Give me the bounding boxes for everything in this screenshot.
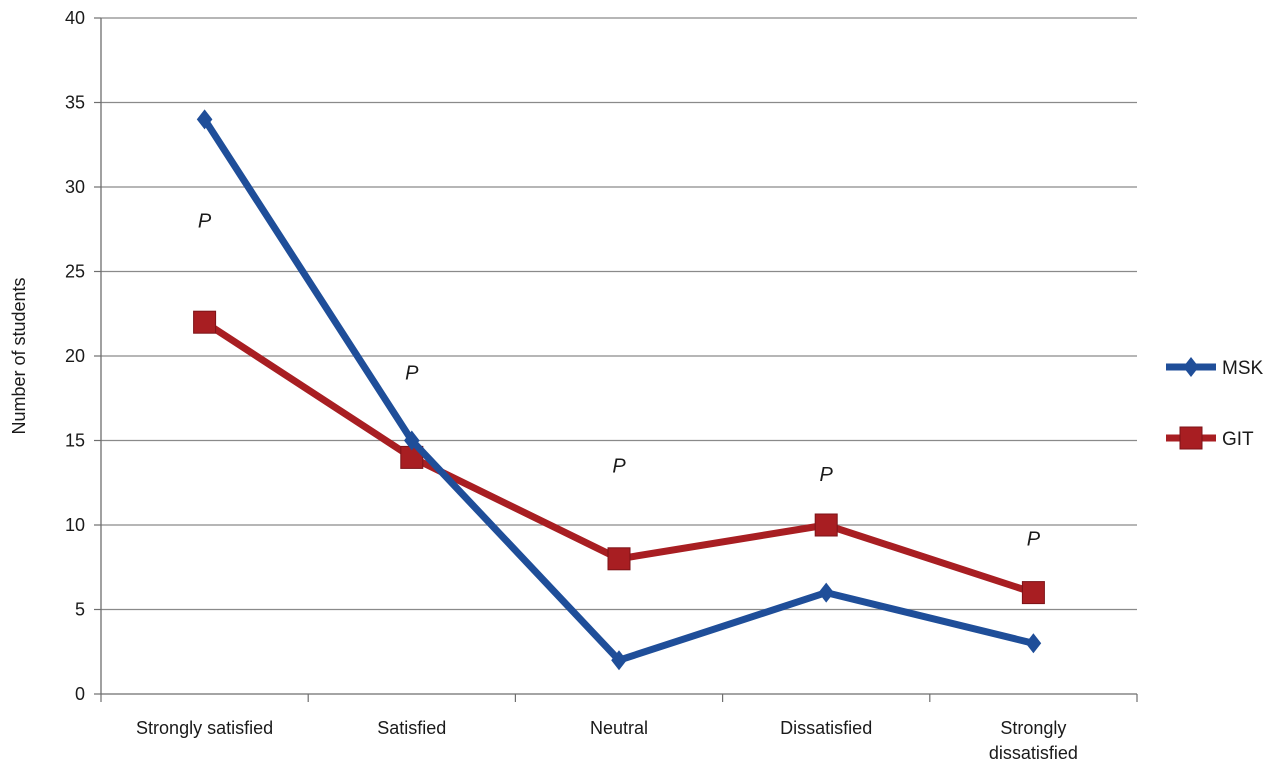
y-tick-label: 5 xyxy=(75,600,85,620)
x-tick-labels: Strongly satisfied Satisfied Neutral Dissat… xyxy=(136,718,1078,761)
gridlines xyxy=(101,17,1137,611)
data-point-msk xyxy=(1025,633,1042,654)
p-annotation: P xyxy=(1027,528,1041,550)
data-point-msk xyxy=(404,430,420,451)
series-msk xyxy=(196,109,1042,671)
x-tick-label: Dissatisfied xyxy=(780,718,872,738)
x-tick-label-line: Strongly satisfied xyxy=(136,718,273,738)
data-point-msk xyxy=(611,650,627,671)
annotations: P P P P P xyxy=(198,211,1041,551)
data-point-git xyxy=(1021,581,1045,605)
y-tick-labels: 0 5 10 15 20 25 30 35 40 xyxy=(65,8,85,704)
axes xyxy=(94,17,1138,702)
p-annotation: P xyxy=(820,464,834,486)
x-tick-label-line: Satisfied xyxy=(377,718,446,738)
legend-item-msk: MSK xyxy=(1166,357,1264,379)
x-tick-label: Neutral xyxy=(590,718,648,738)
data-point-git xyxy=(814,513,838,537)
legend: MSK GIT xyxy=(1166,357,1264,450)
x-tick-label-line: dissatisfied xyxy=(989,743,1078,761)
series-line-msk xyxy=(201,115,1037,664)
legend-marker xyxy=(1179,426,1203,450)
series-git xyxy=(193,310,1045,605)
y-axis-title: Number of students xyxy=(9,277,29,434)
x-tick-label: Strongly satisfied xyxy=(136,718,273,738)
y-tick-label: 25 xyxy=(65,262,85,282)
y-tick-label: 35 xyxy=(65,93,85,113)
y-tick-label: 15 xyxy=(65,431,85,451)
x-tick-label-line: Dissatisfied xyxy=(780,718,872,738)
y-tick-label: 20 xyxy=(65,346,85,366)
p-annotation: P xyxy=(405,363,419,385)
x-tick-label-line: Strongly xyxy=(1000,718,1066,738)
series-layer xyxy=(193,109,1045,671)
p-annotation: P xyxy=(612,456,626,478)
legend-item-git: GIT xyxy=(1166,426,1254,450)
legend-marker xyxy=(1183,357,1199,377)
p-annotation: P xyxy=(198,211,212,233)
x-tick-label: Strongly dissatisfied xyxy=(989,718,1078,761)
legend-label: MSK xyxy=(1222,358,1264,379)
y-tick-label: 40 xyxy=(65,8,85,28)
data-point-git xyxy=(193,310,217,334)
y-tick-label: 0 xyxy=(75,684,85,704)
x-tick-label: Satisfied xyxy=(377,718,446,738)
x-tick-label-line: Neutral xyxy=(590,718,648,738)
data-point-msk xyxy=(818,582,834,603)
data-point-git xyxy=(607,547,631,571)
data-point-msk xyxy=(196,109,213,130)
legend-label: GIT xyxy=(1222,429,1254,450)
y-tick-label: 30 xyxy=(65,177,85,197)
y-tick-label: 10 xyxy=(65,515,85,535)
